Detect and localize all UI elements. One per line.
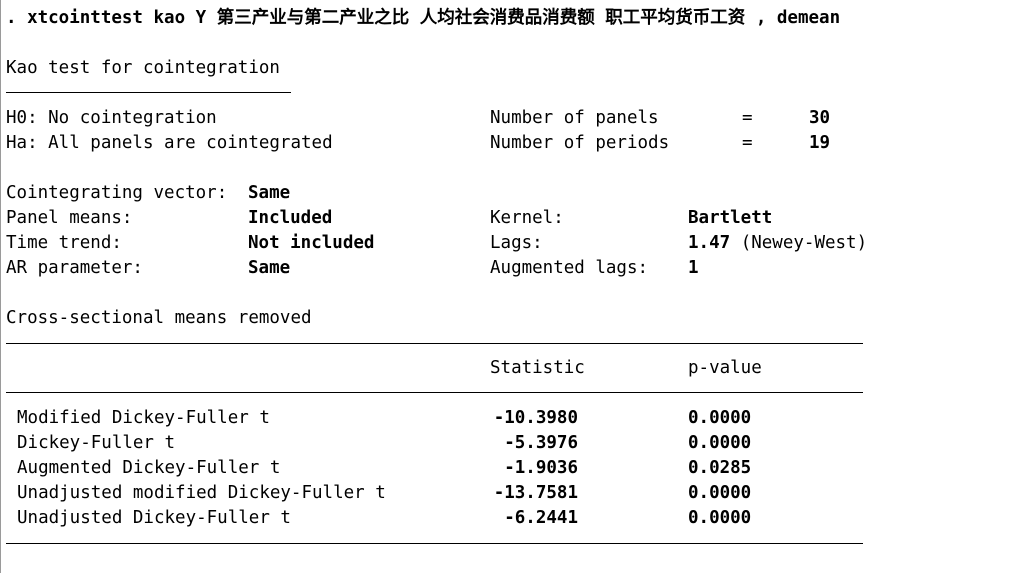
setting-value-arparam: Same [248, 258, 291, 278]
setting-value-kernel: Bartlett [688, 208, 773, 228]
setting-note-lags: (Newey-West) [740, 233, 868, 253]
panels-value: 30 [809, 108, 831, 128]
periods-value: 19 [809, 133, 831, 153]
setting-label-arparam: AR parameter: [6, 258, 143, 278]
header-pvalue: p-value [688, 358, 762, 378]
setting-value-panelmeans: Included [248, 208, 333, 228]
setting-value-lags: 1.47 [688, 233, 731, 253]
row-pvalue: 0.0000 [688, 408, 752, 428]
h0-text: H0: No cointegration [6, 108, 217, 128]
setting-label-auglags: Augmented lags: [490, 258, 649, 278]
setting-value-auglags: 1 [688, 258, 699, 278]
setting-value-cointvec: Same [248, 183, 291, 203]
setting-label-panelmeans: Panel means: [6, 208, 133, 228]
ha-text: Ha: All panels are cointegrated [6, 133, 333, 153]
row-pvalue: 0.0000 [688, 508, 752, 528]
table-top-rule [6, 343, 863, 344]
row-statistic: -10.3980 [493, 408, 578, 428]
setting-label-cointvec: Cointegrating vector: [6, 183, 228, 203]
table-header-rule [6, 392, 863, 393]
panels-eq: = [742, 108, 753, 128]
setting-value-timetrend: Not included [248, 233, 375, 253]
row-name: Unadjusted Dickey-Fuller t [17, 508, 291, 528]
row-name: Unadjusted modified Dickey-Fuller t [17, 483, 386, 503]
command-line: . xtcointtest kao Y 第三产业与第二产业之比 人均社会消费品消… [6, 6, 840, 30]
row-name: Modified Dickey-Fuller t [17, 408, 270, 428]
setting-label-kernel: Kernel: [490, 208, 564, 228]
row-statistic: -13.7581 [493, 483, 578, 503]
setting-label-timetrend: Time trend: [6, 233, 122, 253]
setting-label-lags: Lags: [490, 233, 543, 253]
periods-label: Number of periods [490, 133, 670, 153]
table-bottom-rule [6, 543, 863, 544]
row-statistic: -5.3976 [504, 433, 578, 453]
header-statistic: Statistic [490, 358, 585, 378]
row-name: Augmented Dickey-Fuller t [17, 458, 281, 478]
command-text: xtcointtest kao Y 第三产业与第二产业之比 人均社会消费品消费额… [27, 8, 841, 28]
row-name: Dickey-Fuller t [17, 433, 176, 453]
row-pvalue: 0.0285 [688, 458, 752, 478]
command-prefix: . [6, 8, 28, 28]
row-pvalue: 0.0000 [688, 433, 752, 453]
row-pvalue: 0.0000 [688, 483, 752, 503]
row-statistic: -1.9036 [504, 458, 578, 478]
setting-value-lags-line: 1.47 (Newey-West) [688, 231, 867, 255]
periods-eq: = [742, 133, 753, 153]
panels-label: Number of panels [490, 108, 659, 128]
row-statistic: -6.2441 [504, 508, 578, 528]
title-underline [6, 92, 291, 93]
cross-sectional-note: Cross-sectional means removed [6, 308, 312, 328]
test-title: Kao test for cointegration [6, 58, 280, 78]
